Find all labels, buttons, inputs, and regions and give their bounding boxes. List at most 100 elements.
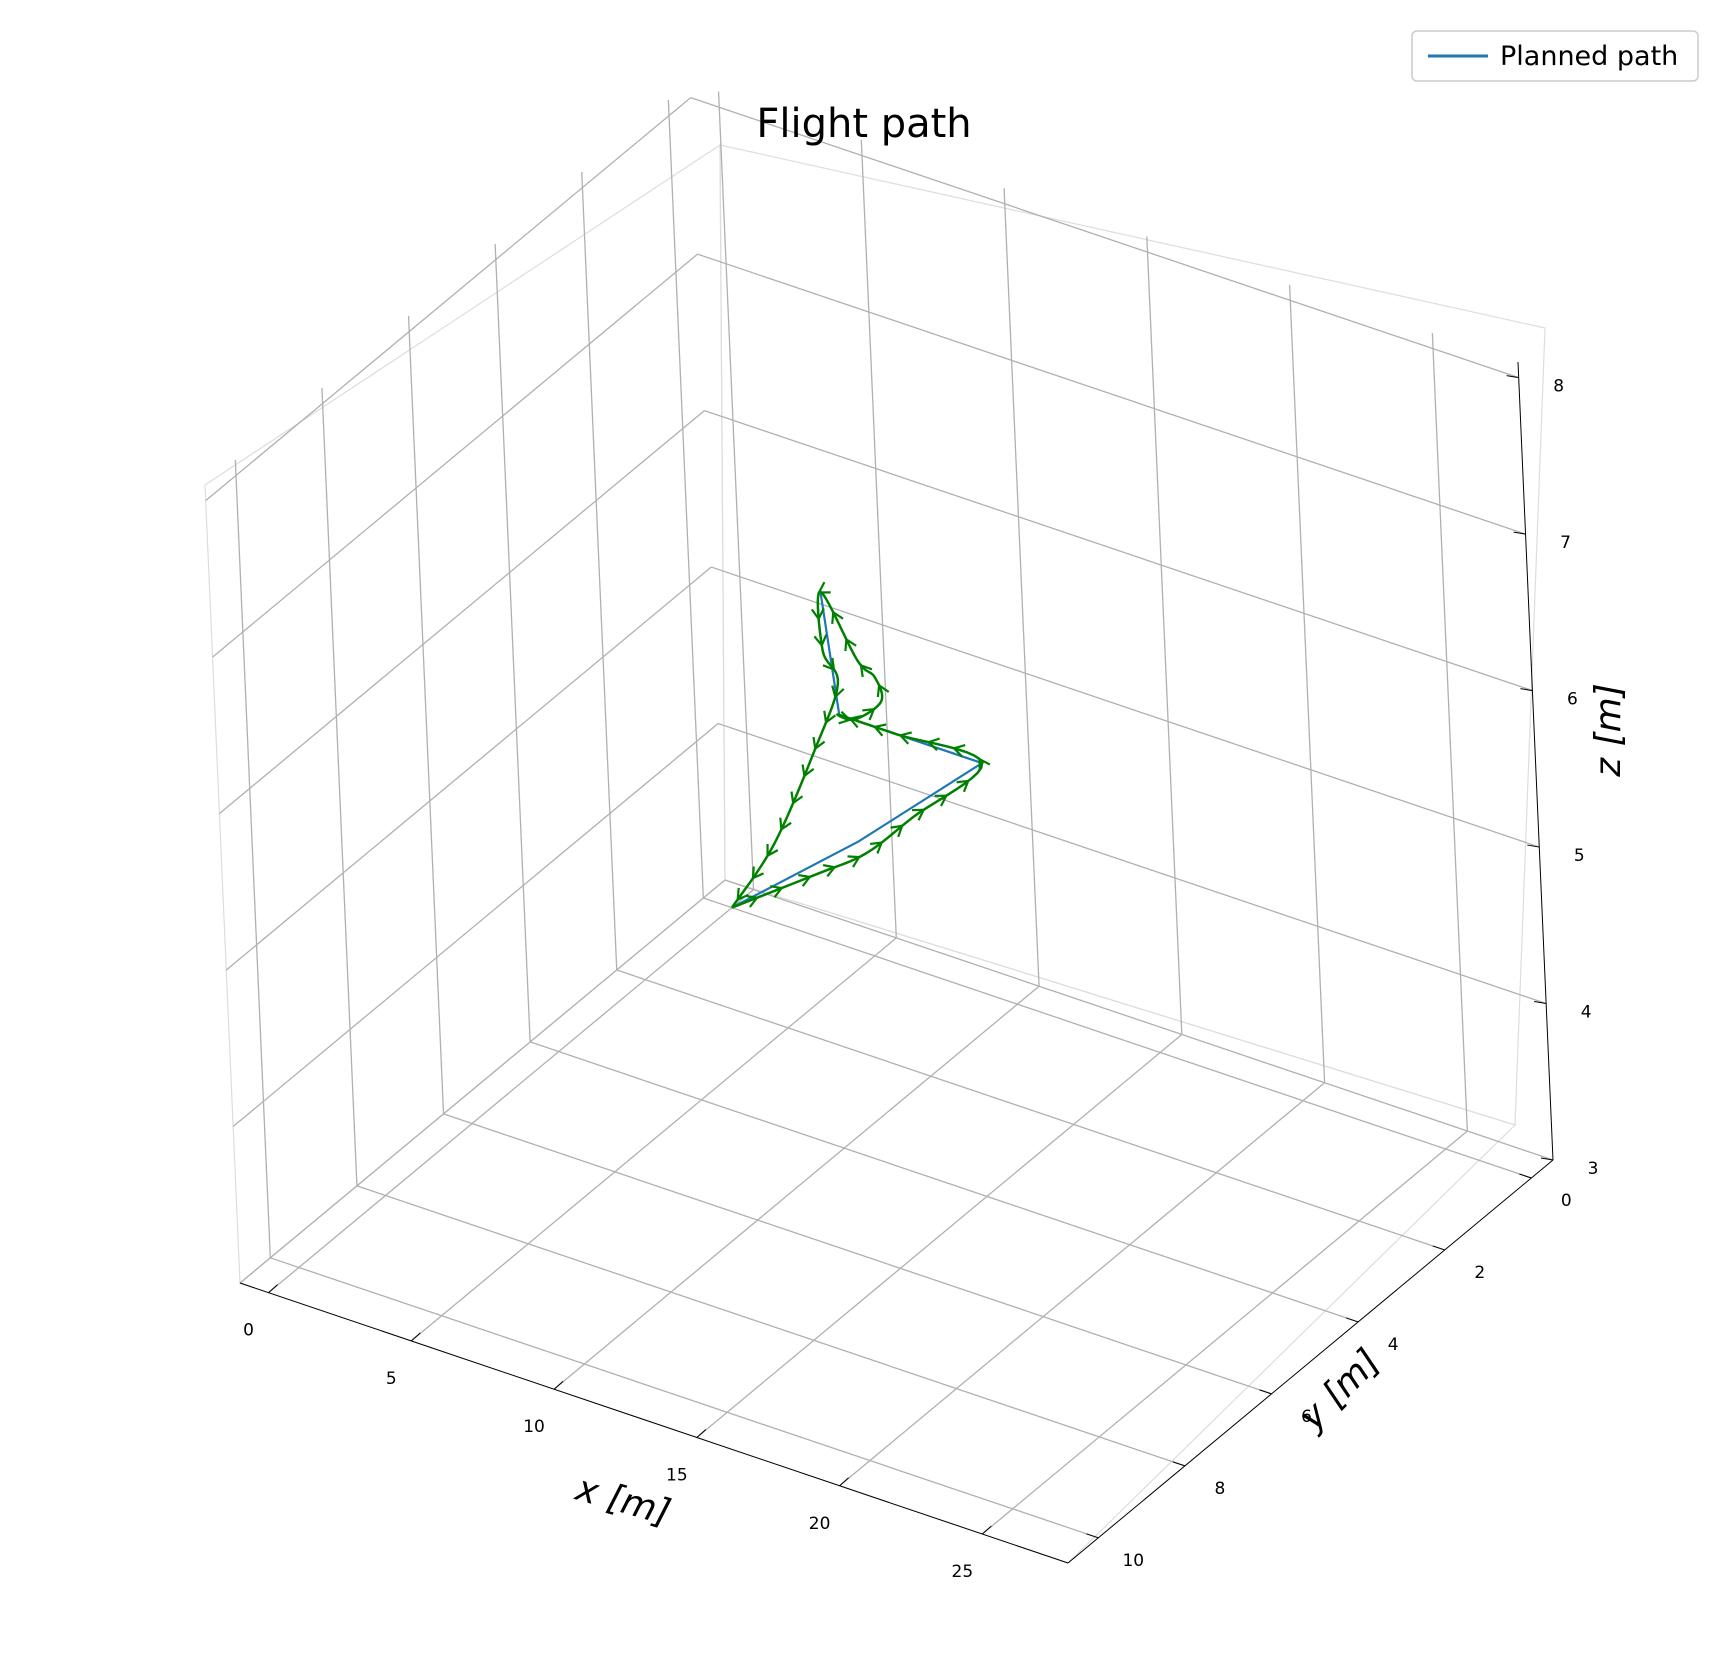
trajectory-arrow <box>838 710 852 725</box>
x-gridline-back <box>1288 284 1326 1083</box>
trajectory-arrow <box>876 683 890 698</box>
trajectory-arrow <box>766 843 779 858</box>
x-gridline-floor <box>268 889 754 1294</box>
series-trajectory-line <box>730 590 984 909</box>
z-tick-label: 3 <box>1588 1159 1599 1179</box>
y-tick-label: 10 <box>1122 1551 1144 1571</box>
data-layer <box>730 581 991 909</box>
z-gridline-back <box>697 253 1526 535</box>
trajectory-arrow <box>844 637 857 652</box>
trajectory-arrow <box>736 887 749 902</box>
x-gridline-back <box>860 139 897 938</box>
y-gridline-left <box>494 243 531 1042</box>
z-gridline-left <box>232 723 719 1128</box>
x-axis-label: x [m] <box>570 1468 674 1534</box>
x-gridline-floor <box>410 937 897 1342</box>
legend-frame <box>1411 30 1699 82</box>
trajectory-arrow <box>810 607 825 622</box>
y-tick-label: 6 <box>1301 1407 1312 1427</box>
y-tick-label: 0 <box>1561 1191 1572 1211</box>
z-gridline-back <box>724 879 1554 1161</box>
trajectory-arrow <box>831 685 845 699</box>
z-tick <box>1534 1001 1547 1005</box>
trajectory-arrow <box>813 634 828 648</box>
trajectory-arrow <box>926 737 940 751</box>
pane-floor <box>238 879 1517 1564</box>
trajectory-arrow <box>798 873 812 887</box>
trajectory-arrow <box>779 817 792 832</box>
y-tick <box>1345 1317 1359 1323</box>
x-tick <box>553 1380 564 1390</box>
trajectory-arrow <box>951 744 966 758</box>
z-gridline-back <box>690 97 1519 379</box>
z-tick-label: 7 <box>1560 533 1571 553</box>
z-tick <box>1513 531 1526 535</box>
z-tick <box>1527 844 1540 848</box>
x-tick <box>696 1429 707 1438</box>
z-gridline-back <box>717 722 1547 1005</box>
y-axis-label: y [m] <box>1291 1341 1389 1439</box>
z-gridline-left <box>239 879 726 1284</box>
z-tick-label: 8 <box>1553 377 1564 397</box>
y-gridline-floor <box>270 1257 1099 1539</box>
y-gridline-floor <box>443 1113 1272 1395</box>
trajectory-arrow <box>859 663 873 678</box>
y-gridline-left <box>667 99 704 899</box>
z-gridline-back <box>704 409 1533 692</box>
z-axis-label: z [m] <box>1588 683 1629 778</box>
trajectory-arrow <box>745 894 759 908</box>
y-tick-label: 2 <box>1474 1263 1485 1283</box>
y-gridline-floor <box>703 897 1532 1179</box>
trajectory-arrow <box>769 885 784 899</box>
trajectory-arrow <box>978 757 991 771</box>
z-gridline-left <box>218 410 705 815</box>
x-tick-label: 25 <box>952 1562 974 1582</box>
trajectory-arrow <box>817 581 831 594</box>
trajectory-arrow <box>934 794 949 807</box>
y-tick-label: 8 <box>1215 1479 1226 1499</box>
trajectory-arrow <box>823 710 837 725</box>
trajectory-arrow <box>956 779 970 793</box>
z-tick-label: 5 <box>1574 846 1585 866</box>
grid-lines <box>205 91 1554 1539</box>
chart-title: Flight path <box>756 101 971 147</box>
trajectory-arrow <box>862 707 876 721</box>
z-gridline-back <box>711 566 1540 848</box>
y-tick <box>1432 1245 1445 1251</box>
trajectory-arrow <box>911 808 926 821</box>
trajectory-arrow <box>872 723 887 737</box>
z-axis-line <box>1517 361 1554 1161</box>
legend: Planned path <box>1411 30 1699 82</box>
trajectory-arrow <box>890 824 904 838</box>
x-tick-label: 0 <box>243 1321 254 1341</box>
z-tick <box>1506 375 1519 379</box>
y-tick <box>1172 1461 1186 1467</box>
y-gridline-floor <box>356 1185 1186 1467</box>
x-gridline-floor <box>553 985 1040 1390</box>
x-gridline-floor <box>696 1033 1183 1438</box>
trajectory-arrow <box>822 657 836 672</box>
y-gridline-left <box>321 387 358 1186</box>
x-tick <box>268 1284 278 1294</box>
z-tick-label: 6 <box>1567 690 1578 710</box>
y-tick <box>1259 1389 1272 1395</box>
x-gridline-floor <box>839 1082 1326 1487</box>
trajectory-arrow <box>869 841 884 854</box>
y-gridline-floor <box>529 1041 1359 1323</box>
x-tick-label: 5 <box>386 1369 397 1389</box>
x-tick <box>410 1332 421 1342</box>
x-axis-line <box>239 1282 1069 1564</box>
pane-left <box>204 143 726 1285</box>
trajectory-arrow <box>848 714 862 729</box>
z-tick <box>1520 688 1533 692</box>
trajectory-arrow <box>847 855 862 868</box>
z-tick <box>1540 1157 1554 1161</box>
y-tick <box>1519 1173 1532 1179</box>
y-tick <box>1086 1533 1099 1539</box>
trajectory-arrow <box>801 764 815 778</box>
y-axis-line <box>1067 1159 1554 1564</box>
trajectory-arrow <box>898 731 912 745</box>
x-tick-label: 15 <box>666 1465 688 1485</box>
x-gridline-back <box>717 91 755 890</box>
x-tick <box>982 1525 992 1535</box>
